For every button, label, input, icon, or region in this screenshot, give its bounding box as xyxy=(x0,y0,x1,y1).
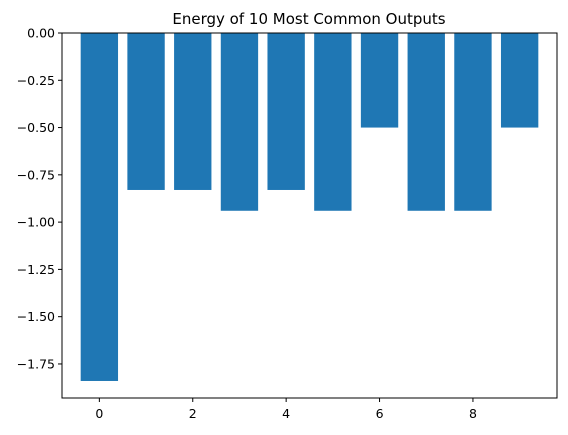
y-tick-label: −0.25 xyxy=(17,73,55,88)
bar-0 xyxy=(80,33,119,381)
y-tick-label: −1.75 xyxy=(17,356,55,371)
y-tick-label: −1.50 xyxy=(17,309,55,324)
bar-6 xyxy=(360,33,399,128)
y-tick-label: 0.00 xyxy=(27,26,55,41)
bar-5 xyxy=(314,33,352,211)
bar-1 xyxy=(127,33,165,190)
x-tick-label: 4 xyxy=(282,406,290,421)
y-tick-label: −0.75 xyxy=(17,167,55,182)
x-axis: 0 2 4 6 8 xyxy=(95,398,477,421)
bar-8 xyxy=(454,33,492,211)
bar-2 xyxy=(174,33,212,190)
axes-frame xyxy=(61,32,558,399)
bar-4 xyxy=(267,33,305,190)
y-tick-label: −1.00 xyxy=(17,215,55,230)
bar-9 xyxy=(500,33,539,128)
x-tick-label: 6 xyxy=(376,406,384,421)
y-tick-label: −0.50 xyxy=(17,120,55,135)
bars-group xyxy=(80,33,539,381)
bar-7 xyxy=(407,33,445,211)
x-tick-label: 2 xyxy=(189,406,197,421)
y-tick-label: −1.25 xyxy=(17,262,55,277)
x-tick-label: 0 xyxy=(95,406,103,421)
bar-3 xyxy=(220,33,259,211)
x-tick-label: 8 xyxy=(469,406,477,421)
y-axis: 0.00 −0.25 −0.50 −0.75 −1.00 −1.25 −1.50 −1.75 xyxy=(17,26,62,371)
chart-title: Energy of 10 Most Common Outputs xyxy=(172,10,445,28)
